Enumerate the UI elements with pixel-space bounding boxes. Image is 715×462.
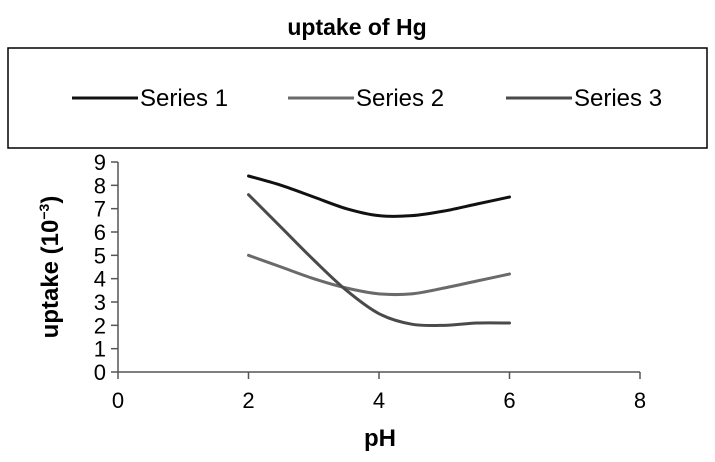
- x-axis-ticks: 0 2 4 6 8: [112, 372, 646, 413]
- y-tick-label: 4: [94, 267, 106, 292]
- series-1-line: [247, 174, 511, 218]
- x-tick-label: 0: [112, 388, 124, 413]
- series-2-line: [247, 253, 511, 297]
- y-axis-title-close: ): [37, 196, 64, 204]
- legend-label-series-3: Series 3: [574, 85, 662, 112]
- y-tick-label: 3: [94, 290, 106, 315]
- x-axis-title: pH: [364, 425, 396, 452]
- y-axis-title: uptake (10−3): [36, 196, 64, 339]
- y-tick-label: 7: [94, 197, 106, 222]
- x-tick-label: 8: [634, 388, 646, 413]
- x-tick-label: 2: [242, 388, 254, 413]
- series-lines: [247, 174, 511, 328]
- y-tick-label: 1: [94, 337, 106, 362]
- legend-label-series-1: Series 1: [140, 85, 228, 112]
- x-tick-label: 6: [503, 388, 515, 413]
- x-tick-label: 4: [373, 388, 385, 413]
- y-axis-title-main: uptake (10: [37, 220, 64, 339]
- y-tick-label: 9: [94, 150, 106, 175]
- y-tick-label: 0: [94, 360, 106, 385]
- chart-title: uptake of Hg: [287, 14, 426, 40]
- legend-label-series-2: Series 2: [356, 85, 444, 112]
- y-tick-label: 5: [94, 243, 106, 268]
- y-tick-label: 8: [94, 173, 106, 198]
- legend: Series 1 Series 2 Series 3: [72, 85, 662, 112]
- y-tick-label: 2: [94, 313, 106, 338]
- series-3-line: [247, 193, 511, 328]
- y-axis-title-exponent: −3: [36, 203, 52, 219]
- y-tick-label: 6: [94, 220, 106, 245]
